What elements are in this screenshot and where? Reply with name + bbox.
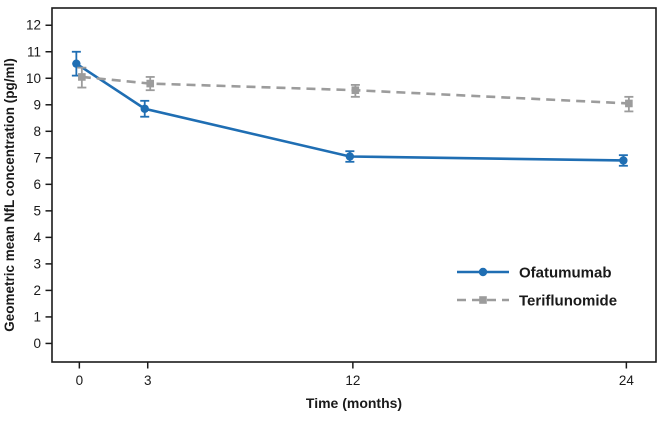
- y-axis-tick-label: 5: [33, 203, 41, 218]
- data-point-ofatumumab: [140, 104, 149, 113]
- legend-label-teriflunomide: Teriflunomide: [519, 293, 617, 310]
- y-axis-tick-label: 10: [26, 71, 41, 86]
- y-axis-tick-label: 12: [26, 18, 41, 33]
- y-axis-tick-label: 6: [33, 177, 41, 192]
- x-axis-tick-label: 12: [345, 373, 360, 388]
- legend-marker-teriflunomide: [479, 296, 487, 304]
- legend-label-ofatumumab: Ofatumumab: [519, 265, 612, 282]
- data-point-ofatumumab: [72, 59, 81, 68]
- x-axis-tick-label: 0: [76, 373, 84, 388]
- y-axis-tick-label: 3: [33, 256, 41, 271]
- y-axis-tick-label: 9: [33, 97, 41, 112]
- y-axis-tick-label: 11: [27, 44, 41, 59]
- y-axis-tick-label: 8: [33, 124, 41, 139]
- y-axis-tick-label: 1: [33, 309, 41, 324]
- legend-marker-ofatumumab: [478, 267, 488, 277]
- x-axis-tick-label: 24: [619, 373, 635, 388]
- data-point-teriflunomide: [351, 86, 360, 95]
- x-axis-tick-label: 3: [144, 373, 152, 388]
- data-point-teriflunomide: [625, 99, 633, 108]
- series-line-teriflunomide: [81, 75, 629, 105]
- data-point-teriflunomide: [78, 73, 86, 81]
- y-axis-tick-label: 7: [33, 150, 41, 165]
- y-axis-tick-label: 0: [33, 336, 41, 351]
- y-axis-tick-label: 4: [33, 230, 41, 245]
- data-point-ofatumumab: [619, 156, 628, 165]
- series-line-ofatumumab: [75, 62, 624, 162]
- y-axis-title: Geometric mean NfL concentration (pg/ml): [2, 58, 17, 332]
- x-axis-title: Time (months): [306, 395, 402, 411]
- y-axis-tick-label: 2: [33, 283, 41, 298]
- data-point-teriflunomide: [146, 79, 155, 88]
- data-point-ofatumumab: [345, 152, 355, 161]
